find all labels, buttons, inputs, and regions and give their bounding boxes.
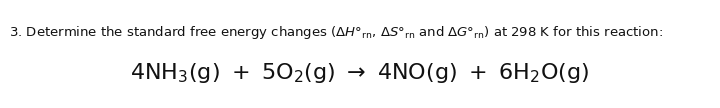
Text: $\mathregular{4NH_3(g)\ +\ 5O_2(g)\ \rightarrow\ 4NO(g)\ +\ 6H_2O(g)}$: $\mathregular{4NH_3(g)\ +\ 5O_2(g)\ \rig… <box>130 61 590 85</box>
Text: 3. Determine the standard free energy changes ($\Delta H°_{\mathregular{rn}}$, $: 3. Determine the standard free energy ch… <box>9 24 663 41</box>
